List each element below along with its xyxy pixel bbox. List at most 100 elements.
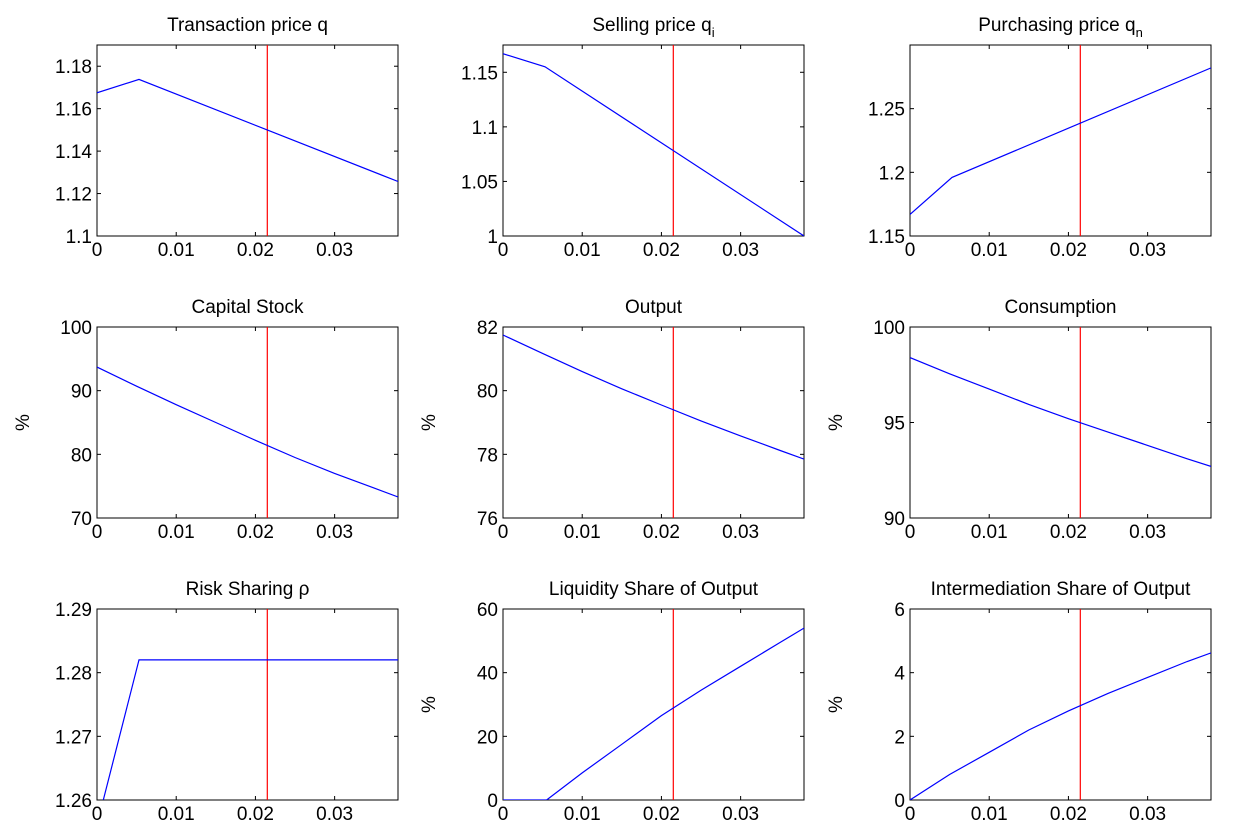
x-tick-label: 0 (905, 522, 916, 543)
y-tick-label: 1.1 (472, 118, 498, 139)
y-tick-label: 1.29 (55, 600, 92, 621)
y-tick-label: 40 (477, 664, 498, 685)
series-line (910, 67, 1211, 215)
subplot-1: 0 0.01 0.02 0.03 1.1 1.12 1.14 1.16 1.18 Transact… (55, 15, 399, 261)
subplot-title: Risk Sharing ρ (186, 579, 310, 600)
x-tick-label: 0.03 (1129, 240, 1166, 261)
y-tick-label: 0 (894, 791, 905, 812)
y-axis-label: % (826, 414, 847, 431)
y-tick-label: 1.27 (55, 727, 92, 748)
series-line (503, 334, 804, 460)
y-tick-label: 1.1 (66, 227, 92, 248)
y-tick-label: 6 (894, 600, 905, 621)
x-tick-label: 0.03 (722, 240, 759, 261)
subplot-title: Output (625, 297, 683, 318)
y-tick-label: 100 (60, 318, 92, 339)
subplot-7: 0 0.01 0.02 0.03 1.26 1.27 1.28 1.29 Risk Sharin… (55, 579, 399, 825)
y-tick-label: 0 (487, 791, 498, 812)
subplot-3: 0 0.01 0.02 0.03 1.15 1.2 1.25 Purchasing price… (868, 15, 1212, 261)
y-tick-label: 82 (477, 318, 498, 339)
series-line (910, 357, 1211, 467)
x-tick-label: 0.03 (1129, 522, 1166, 543)
y-tick-label: 90 (884, 509, 905, 530)
y-tick-label: 100 (873, 318, 905, 339)
x-tick-label: 0.01 (971, 240, 1008, 261)
subplot-8: 0 0.01 0.02 0.03 0 20 40 60 Liquidity Share of O… (419, 579, 805, 825)
series-line (102, 659, 398, 800)
y-tick-label: 80 (477, 382, 498, 403)
y-tick-label: 4 (894, 664, 905, 685)
y-tick-label: 1.05 (461, 172, 498, 193)
subplot-title: Transaction price q (167, 15, 328, 36)
x-tick-label: 0.03 (1129, 804, 1166, 825)
x-tick-label: 0.03 (316, 804, 353, 825)
y-tick-label: 1.12 (55, 185, 92, 206)
x-tick-label: 0.03 (316, 522, 353, 543)
x-tick-label: 0 (498, 804, 509, 825)
x-tick-label: 0.01 (564, 522, 601, 543)
x-tick-label: 0 (92, 522, 103, 543)
y-tick-label: 76 (477, 509, 498, 530)
x-tick-label: 0.01 (158, 804, 195, 825)
y-axis-label: % (419, 414, 440, 431)
x-tick-label: 0.02 (237, 804, 274, 825)
x-tick-label: 0.02 (643, 522, 680, 543)
subplot-4: 0 0.01 0.02 0.03 70 80 90 100 Capital Stock% (13, 297, 399, 543)
axes-box (502, 44, 805, 237)
y-tick-label: 1.18 (55, 57, 92, 78)
y-tick-label: 1.2 (879, 163, 905, 184)
series-line (503, 53, 804, 236)
subplot-2: 0 0.01 0.02 0.03 1 1.05 1.1 1.15 Selling price q… (461, 15, 805, 261)
y-axis-label: % (13, 414, 34, 431)
x-tick-label: 0.02 (643, 240, 680, 261)
x-tick-label: 0.02 (1050, 522, 1087, 543)
subplot-title: Selling price qi (592, 15, 714, 40)
axes-box (96, 44, 399, 237)
x-tick-label: 0.03 (316, 240, 353, 261)
y-tick-label: 60 (477, 600, 498, 621)
series-line (97, 366, 398, 498)
y-tick-label: 2 (894, 727, 905, 748)
y-tick-label: 95 (884, 414, 905, 435)
subplot-title: Consumption (1005, 297, 1117, 318)
series-line (97, 78, 398, 183)
x-tick-label: 0 (498, 522, 509, 543)
axes-box (909, 326, 1212, 519)
y-tick-label: 1.16 (55, 100, 92, 121)
y-tick-label: 90 (71, 382, 92, 403)
axes-box (96, 608, 399, 801)
y-tick-label: 20 (477, 727, 498, 748)
subplot-9: 0 0.01 0.02 0.03 0 2 4 6 Intermediation Share of… (826, 579, 1212, 825)
subplot-title: Purchasing price qn (978, 15, 1143, 40)
y-tick-label: 1 (487, 227, 498, 248)
x-tick-label: 0.01 (564, 240, 601, 261)
x-tick-label: 0.01 (158, 240, 195, 261)
x-tick-label: 0.01 (971, 522, 1008, 543)
subplot-title: Intermediation Share of Output (931, 579, 1192, 600)
x-tick-label: 0.03 (722, 804, 759, 825)
y-tick-label: 1.28 (55, 664, 92, 685)
x-tick-label: 0 (92, 240, 103, 261)
y-tick-label: 1.15 (868, 227, 905, 248)
axes-box (502, 608, 805, 801)
x-tick-label: 0.01 (158, 522, 195, 543)
y-tick-label: 1.15 (461, 63, 498, 84)
series-line (503, 627, 804, 800)
axes-box (96, 326, 399, 519)
x-tick-label: 0.02 (643, 804, 680, 825)
y-axis-label: % (419, 696, 440, 713)
title-subscript: n (1136, 25, 1143, 40)
subplot-6: 0 0.01 0.02 0.03 90 95 100 Consumption% (826, 297, 1212, 543)
x-tick-label: 0 (905, 240, 916, 261)
subplot-title: Capital Stock (192, 297, 304, 318)
y-tick-label: 1.25 (868, 100, 905, 121)
x-tick-label: 0 (92, 804, 103, 825)
x-tick-label: 0.02 (237, 240, 274, 261)
x-tick-label: 0.02 (1050, 240, 1087, 261)
x-tick-label: 0.01 (971, 804, 1008, 825)
series-line (910, 652, 1211, 800)
x-tick-label: 0 (498, 240, 509, 261)
y-tick-label: 1.14 (55, 142, 92, 163)
axes-box (909, 44, 1212, 237)
